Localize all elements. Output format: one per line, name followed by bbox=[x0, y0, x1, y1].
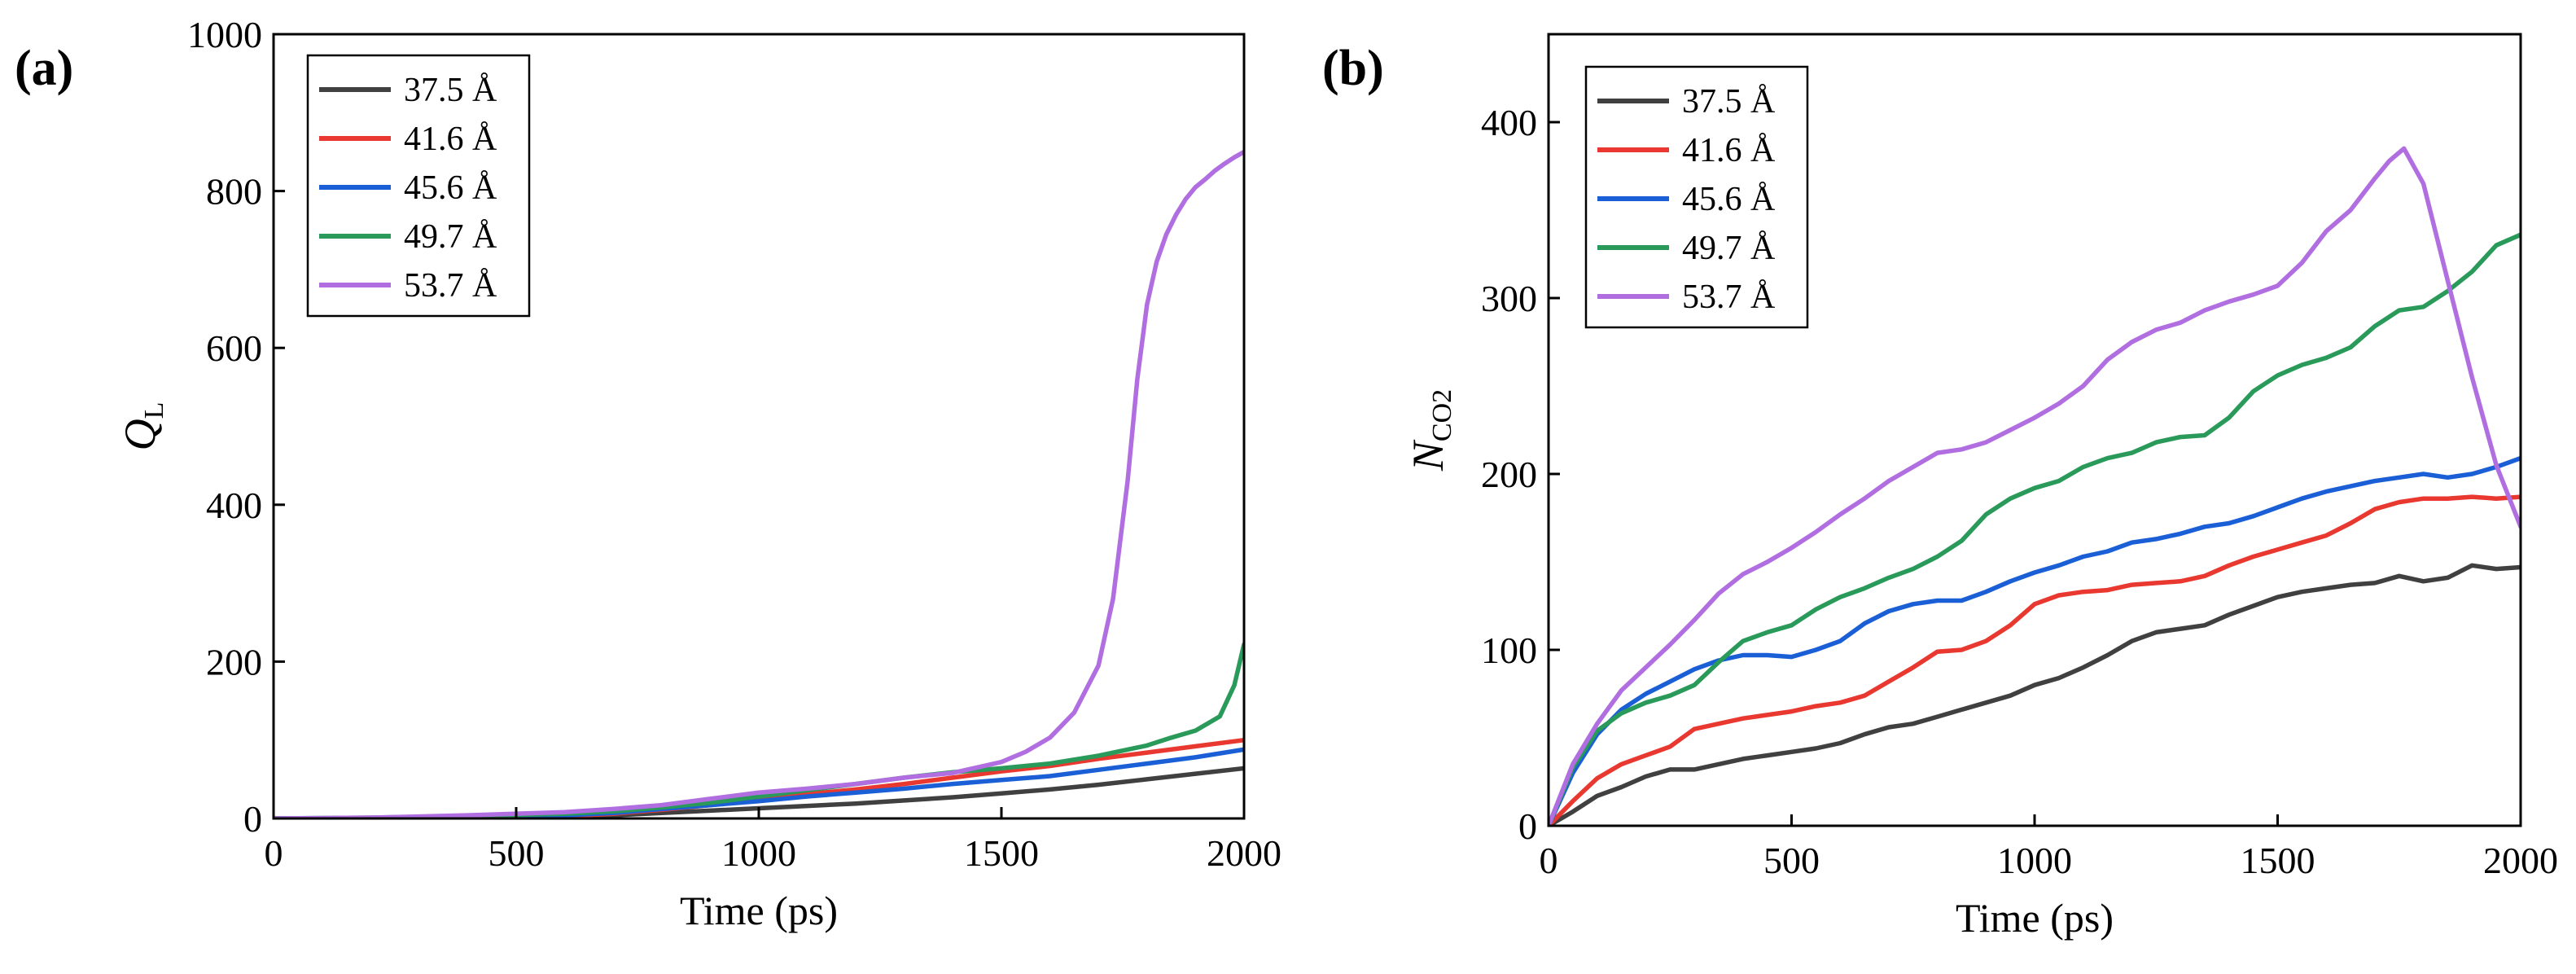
x-tick-label: 1500 bbox=[964, 832, 1039, 874]
y-axis-title: NCO2 bbox=[1404, 389, 1457, 472]
series-line-41.6 bbox=[1549, 494, 2521, 826]
y-tick-label: 300 bbox=[1481, 278, 1537, 319]
x-axis-title: Time (ps) bbox=[1956, 895, 2114, 941]
legend: 37.5 Å 41.6 Å 45.6 Å 49.7 Å 53.7 Å bbox=[1584, 65, 1809, 329]
y-axis-title-main: N bbox=[1404, 439, 1452, 472]
y-tick-label: 0 bbox=[1518, 805, 1537, 847]
x-tick-label: 1500 bbox=[2241, 840, 2315, 881]
legend-label: 37.5 Å bbox=[1682, 83, 1776, 121]
panel-b: (b) 0 500 1000 1500 2000 0 100 200 300 400 Time (ps… bbox=[1322, 33, 2558, 941]
x-tick-label: 2000 bbox=[2483, 840, 2558, 881]
x-tick-label: 2000 bbox=[1207, 832, 1281, 874]
legend-label: 49.7 Å bbox=[1682, 230, 1776, 267]
panel-a: (a) 0 500 1000 1500 2000 0 200 400 600 800 1000 Time… bbox=[15, 14, 1281, 933]
x-tick-label: 1000 bbox=[1997, 840, 2072, 881]
y-tick-label: 100 bbox=[1481, 630, 1537, 671]
legend: 37.5 Å 41.6 Å 45.6 Å 49.7 Å 53.7 Å bbox=[306, 54, 531, 318]
series-group bbox=[274, 149, 1244, 818]
y-tick-label: 800 bbox=[206, 171, 262, 213]
series-line-45.6 bbox=[1549, 455, 2521, 826]
y-tick-label: 600 bbox=[206, 327, 262, 369]
y-axis-title-main: Q bbox=[116, 419, 164, 450]
x-tick-label: 500 bbox=[488, 832, 545, 874]
series-line-49.7 bbox=[1549, 232, 2521, 826]
y-tick-label: 400 bbox=[1481, 102, 1537, 143]
x-axis-title: Time (ps) bbox=[680, 888, 838, 933]
legend-label: 53.7 Å bbox=[1682, 279, 1776, 316]
panel-label: (b) bbox=[1322, 41, 1384, 96]
legend-label: 37.5 Å bbox=[404, 72, 497, 109]
series-line-53.7 bbox=[274, 149, 1244, 818]
x-tick-label: 500 bbox=[1763, 840, 1820, 881]
x-tick-label: 1000 bbox=[721, 832, 796, 874]
legend-label: 45.6 Å bbox=[1682, 181, 1776, 218]
y-tick-label: 200 bbox=[206, 641, 262, 682]
series-line-53.7 bbox=[1549, 146, 2521, 826]
x-tick-label: 0 bbox=[265, 832, 283, 874]
panel-label: (a) bbox=[15, 41, 73, 96]
y-tick-label: 400 bbox=[206, 485, 262, 526]
legend-label: 49.7 Å bbox=[404, 218, 497, 256]
series-group bbox=[1549, 146, 2521, 826]
legend-label: 53.7 Å bbox=[404, 267, 497, 305]
y-tick-label: 200 bbox=[1481, 454, 1537, 495]
y-axis-title-sub: CO2 bbox=[1427, 389, 1457, 441]
legend-label: 41.6 Å bbox=[404, 121, 497, 158]
x-tick-label: 0 bbox=[1540, 840, 1558, 881]
y-axis-title: QL bbox=[116, 402, 169, 451]
series-line-37.5 bbox=[1549, 563, 2521, 826]
legend-label: 45.6 Å bbox=[404, 169, 497, 207]
y-axis-title-sub: L bbox=[139, 402, 169, 419]
y-tick-label: 0 bbox=[243, 798, 262, 840]
legend-label: 41.6 Å bbox=[1682, 132, 1776, 169]
y-tick-label: 1000 bbox=[187, 14, 262, 55]
